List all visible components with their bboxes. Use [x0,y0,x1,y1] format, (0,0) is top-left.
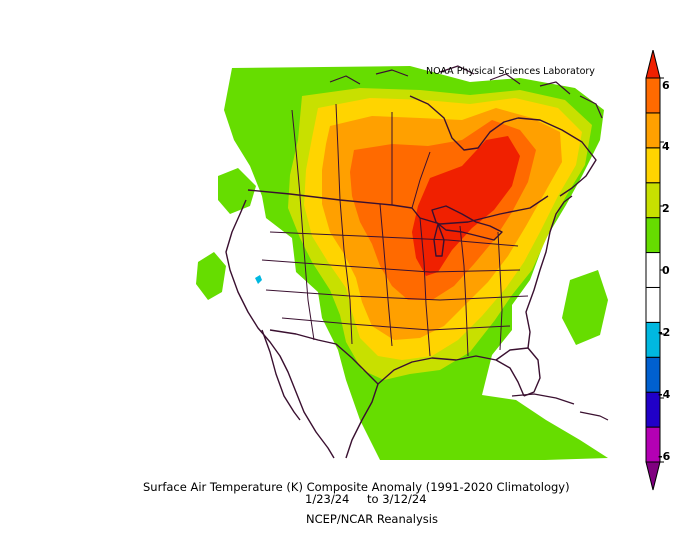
colorbar-label-neg4: -4 [658,388,671,401]
canada-province-lines [291,103,431,209]
colorbar [645,50,664,491]
colorbar-segment [645,252,661,288]
colorbar-label-neg6: -6 [658,450,671,463]
colorbar-label-neg2: -2 [658,326,671,339]
colorbar-segment [645,147,661,184]
hudson-bay-coastline [409,95,519,151]
credit-label: NOAA Physical Sciences Laboratory [426,66,595,77]
colorbar-segment [645,356,661,393]
arctic-islands [329,65,603,119]
colorbar-label-4: 4 [662,140,670,153]
map-title: Surface Air Temperature (K) Composite An… [143,480,570,494]
colorbar-segment [645,217,661,254]
colorbar-segment [645,77,661,114]
colorbar-segment [645,286,661,323]
baja-coastline [261,329,301,421]
lake-michigan [433,223,445,257]
florida-coastline [495,347,541,397]
colorbar-label-2: 2 [662,202,670,215]
anomaly-contour-2k-canada-west [218,168,256,214]
period-start: 1/23/24 [305,492,350,506]
political-boundaries [225,65,609,459]
us-mexico-border [269,329,379,385]
caribbean-islands [511,393,609,421]
labrador-coastline [517,117,597,197]
map-source: NCEP/NCAR Reanalysis [306,512,438,526]
colorbar-segment [645,112,661,149]
colorbar-label-6: 6 [662,79,670,92]
colorbar-segment [645,182,661,219]
us-state-lines [261,195,529,357]
anomaly-contour-2k-pacific [196,252,226,300]
anomaly-contour-negative [255,275,262,284]
colorbar-tip-low [645,461,661,491]
mexico-coastline [345,383,379,459]
colorbar-label-0: 0 [662,264,670,277]
period-separator: to [367,492,379,506]
gulf-coastline [377,355,525,397]
anomaly-contour-2k-atlantic [562,270,608,345]
colorbar-tip-high [645,50,661,79]
period-end: 3/12/24 [382,492,427,506]
east-coastline [525,195,573,349]
anomaly-contour-7k [412,136,520,276]
map-period: 1/23/24 to 3/12/24 [305,492,427,506]
anomaly-contours [196,66,608,460]
